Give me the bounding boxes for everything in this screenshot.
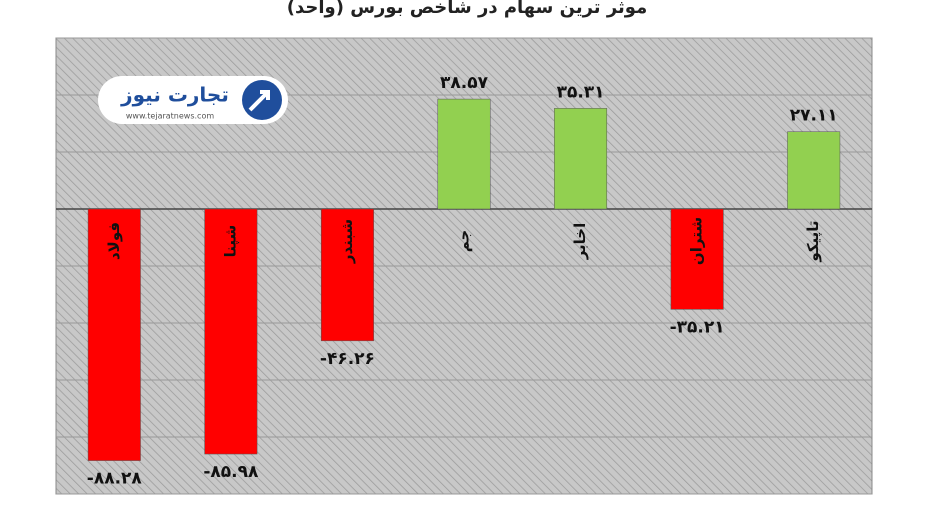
category-label: فولاد: [105, 222, 123, 260]
bar: [437, 98, 491, 210]
category-label: شتران: [688, 217, 706, 265]
category-label: شپنا: [221, 225, 240, 258]
logo-url: www.tejaratnews.com: [126, 112, 214, 121]
bar: [204, 208, 258, 455]
logo-arrow: [248, 90, 270, 112]
value-label: ۲۷.۱۱: [790, 106, 838, 126]
value-label: ۳۸.۵۷: [440, 73, 489, 93]
value-label: -۸۸.۲۸: [87, 469, 143, 489]
value-label: -۸۵.۹۸: [203, 462, 259, 482]
bar: [320, 208, 374, 342]
logo-name: تجارت نیوز: [120, 83, 229, 107]
value-label: ۳۵.۳۱: [557, 82, 605, 102]
chart-title: موثر ترین سهام در شاخص بورس (واحد): [287, 0, 647, 18]
category-label: جم: [455, 230, 473, 253]
category-label: اخابر: [571, 223, 589, 261]
bar: [554, 108, 608, 210]
value-label: -۳۵.۲۱: [670, 317, 725, 337]
bar: [87, 208, 141, 461]
logo: تجارت نیوز www.tejaratnews.com: [98, 76, 288, 124]
bar: [670, 208, 724, 310]
logo-badge: [98, 76, 288, 124]
value-label: -۴۶.۲۶: [320, 349, 375, 369]
category-label: تاپیکو: [804, 220, 823, 262]
category-label: شبندر: [338, 219, 356, 264]
bar: [787, 131, 841, 210]
